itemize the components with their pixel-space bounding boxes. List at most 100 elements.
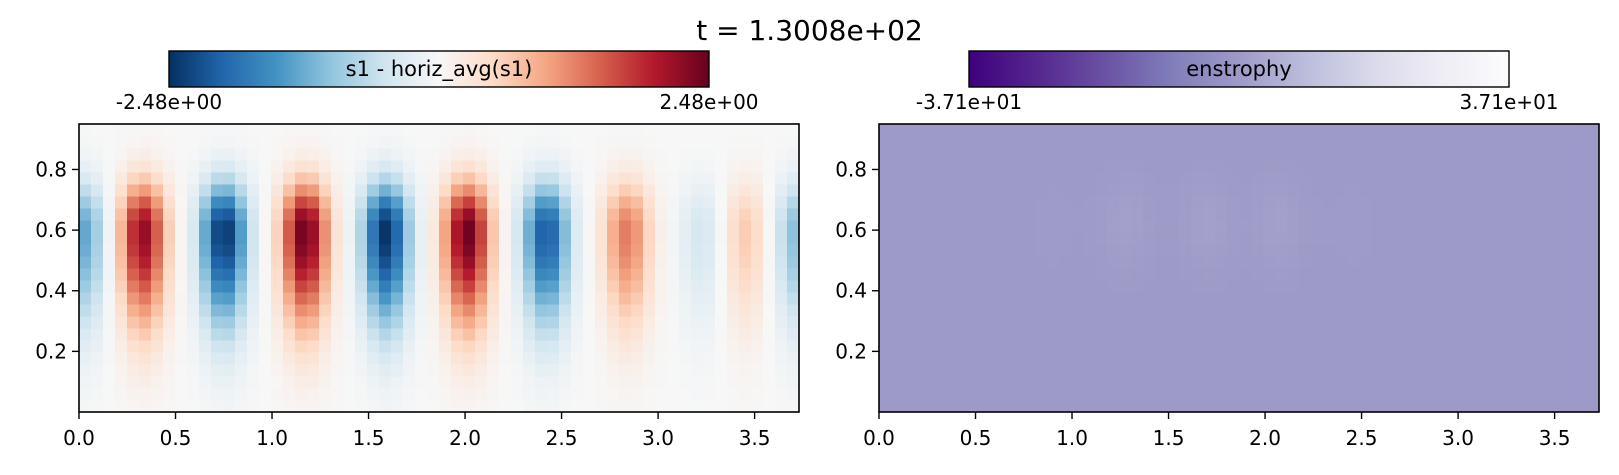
- heatmap-cell: [1335, 208, 1348, 221]
- heatmap-cell: [999, 124, 1012, 137]
- heatmap-cell: [939, 220, 952, 233]
- heatmap-cell: [187, 172, 200, 185]
- heatmap-cell: [1203, 304, 1216, 317]
- heatmap-cell: [415, 148, 428, 161]
- heatmap-cell: [1071, 352, 1084, 365]
- heatmap-cell: [787, 280, 800, 293]
- heatmap-cell: [1431, 352, 1444, 365]
- heatmap-cell: [295, 376, 308, 389]
- heatmap-cell: [1419, 148, 1432, 161]
- heatmap-cell: [547, 364, 560, 377]
- heatmap-cell: [1575, 328, 1588, 341]
- heatmap-cell: [115, 232, 128, 245]
- heatmap-cell: [1263, 172, 1276, 185]
- heatmap-cell: [151, 124, 164, 137]
- heatmap-cell: [1023, 400, 1036, 413]
- heatmap-cell: [463, 400, 476, 413]
- heatmap-cell: [643, 268, 656, 281]
- heatmap-cell: [1551, 124, 1564, 137]
- heatmap-cell: [499, 136, 512, 149]
- heatmap-cell: [79, 208, 92, 221]
- heatmap-cell: [1359, 340, 1372, 353]
- heatmap-cell: [1251, 388, 1264, 401]
- heatmap-cell: [1275, 364, 1288, 377]
- heatmap-cell: [975, 400, 988, 413]
- heatmap-cell: [163, 388, 176, 401]
- heatmap-cell: [1035, 280, 1048, 293]
- heatmap-cell: [987, 352, 1000, 365]
- heatmap-cell: [103, 232, 116, 245]
- heatmap-cell: [523, 172, 536, 185]
- heatmap-cell: [1551, 352, 1564, 365]
- heatmap-cell: [1071, 376, 1084, 389]
- heatmap-cell: [927, 172, 940, 185]
- heatmap-cell: [939, 376, 952, 389]
- heatmap-cell: [1191, 280, 1204, 293]
- heatmap-cell: [607, 136, 620, 149]
- heatmap-cell: [1395, 196, 1408, 209]
- heatmap-cell: [1563, 184, 1576, 197]
- heatmap-cell: [199, 232, 212, 245]
- heatmap-cell: [379, 280, 392, 293]
- heatmap-cell: [499, 208, 512, 221]
- heatmap-cell: [271, 172, 284, 185]
- heatmap-cell: [391, 292, 404, 305]
- heatmap-cell: [1551, 208, 1564, 221]
- heatmap-cell: [1071, 184, 1084, 197]
- heatmap-cell: [1551, 376, 1564, 389]
- heatmap-cell: [915, 160, 928, 173]
- heatmap-cell: [403, 220, 416, 233]
- heatmap-cell: [903, 340, 916, 353]
- heatmap-cell: [1299, 352, 1312, 365]
- heatmap-cell: [223, 256, 236, 269]
- heatmap-cell: [679, 400, 692, 413]
- heatmap-cell: [403, 136, 416, 149]
- heatmap-cell: [463, 316, 476, 329]
- heatmap-cell: [559, 304, 572, 317]
- heatmap-cell: [1119, 160, 1132, 173]
- heatmap-cell: [1215, 136, 1228, 149]
- heatmap-cell: [1323, 304, 1336, 317]
- heatmap-cell: [1455, 124, 1468, 137]
- heatmap-cell: [631, 136, 644, 149]
- heatmap-cell: [163, 124, 176, 137]
- heatmap-cell: [1143, 160, 1156, 173]
- heatmap-cell: [1131, 208, 1144, 221]
- heatmap-cell: [1023, 316, 1036, 329]
- heatmap-cell: [343, 208, 356, 221]
- heatmap-cell: [559, 136, 572, 149]
- heatmap-cell: [1107, 256, 1120, 269]
- heatmap-cell: [235, 304, 248, 317]
- heatmap-cell: [475, 388, 488, 401]
- heatmap-cell: [115, 316, 128, 329]
- heatmap-cell: [1443, 400, 1456, 413]
- heatmap-cell: [1395, 292, 1408, 305]
- heatmap-cell: [1515, 352, 1528, 365]
- heatmap-cell: [703, 256, 716, 269]
- heatmap-cell: [903, 124, 916, 137]
- heatmap-cell: [415, 388, 428, 401]
- heatmap-cell: [1431, 316, 1444, 329]
- heatmap-cell: [463, 184, 476, 197]
- heatmap-cell: [703, 316, 716, 329]
- heatmap-cell: [775, 244, 788, 257]
- heatmap-cell: [247, 232, 260, 245]
- heatmap-cell: [499, 340, 512, 353]
- heatmap-cell: [1467, 208, 1480, 221]
- heatmap-cell: [1275, 148, 1288, 161]
- heatmap-cell: [1071, 232, 1084, 245]
- heatmap-cell: [1227, 304, 1240, 317]
- heatmap-cell: [1167, 184, 1180, 197]
- heatmap-cell: [307, 340, 320, 353]
- heatmap-cell: [475, 124, 488, 137]
- heatmap-cell: [1359, 280, 1372, 293]
- heatmap-cell: [283, 388, 296, 401]
- heatmap-cell: [787, 148, 800, 161]
- heatmap-cell: [739, 268, 752, 281]
- heatmap-cell: [1191, 184, 1204, 197]
- heatmap-cell: [1203, 376, 1216, 389]
- heatmap-cell: [1311, 316, 1324, 329]
- heatmap-cell: [535, 268, 548, 281]
- heatmap-cell: [1287, 376, 1300, 389]
- heatmap-cell: [975, 388, 988, 401]
